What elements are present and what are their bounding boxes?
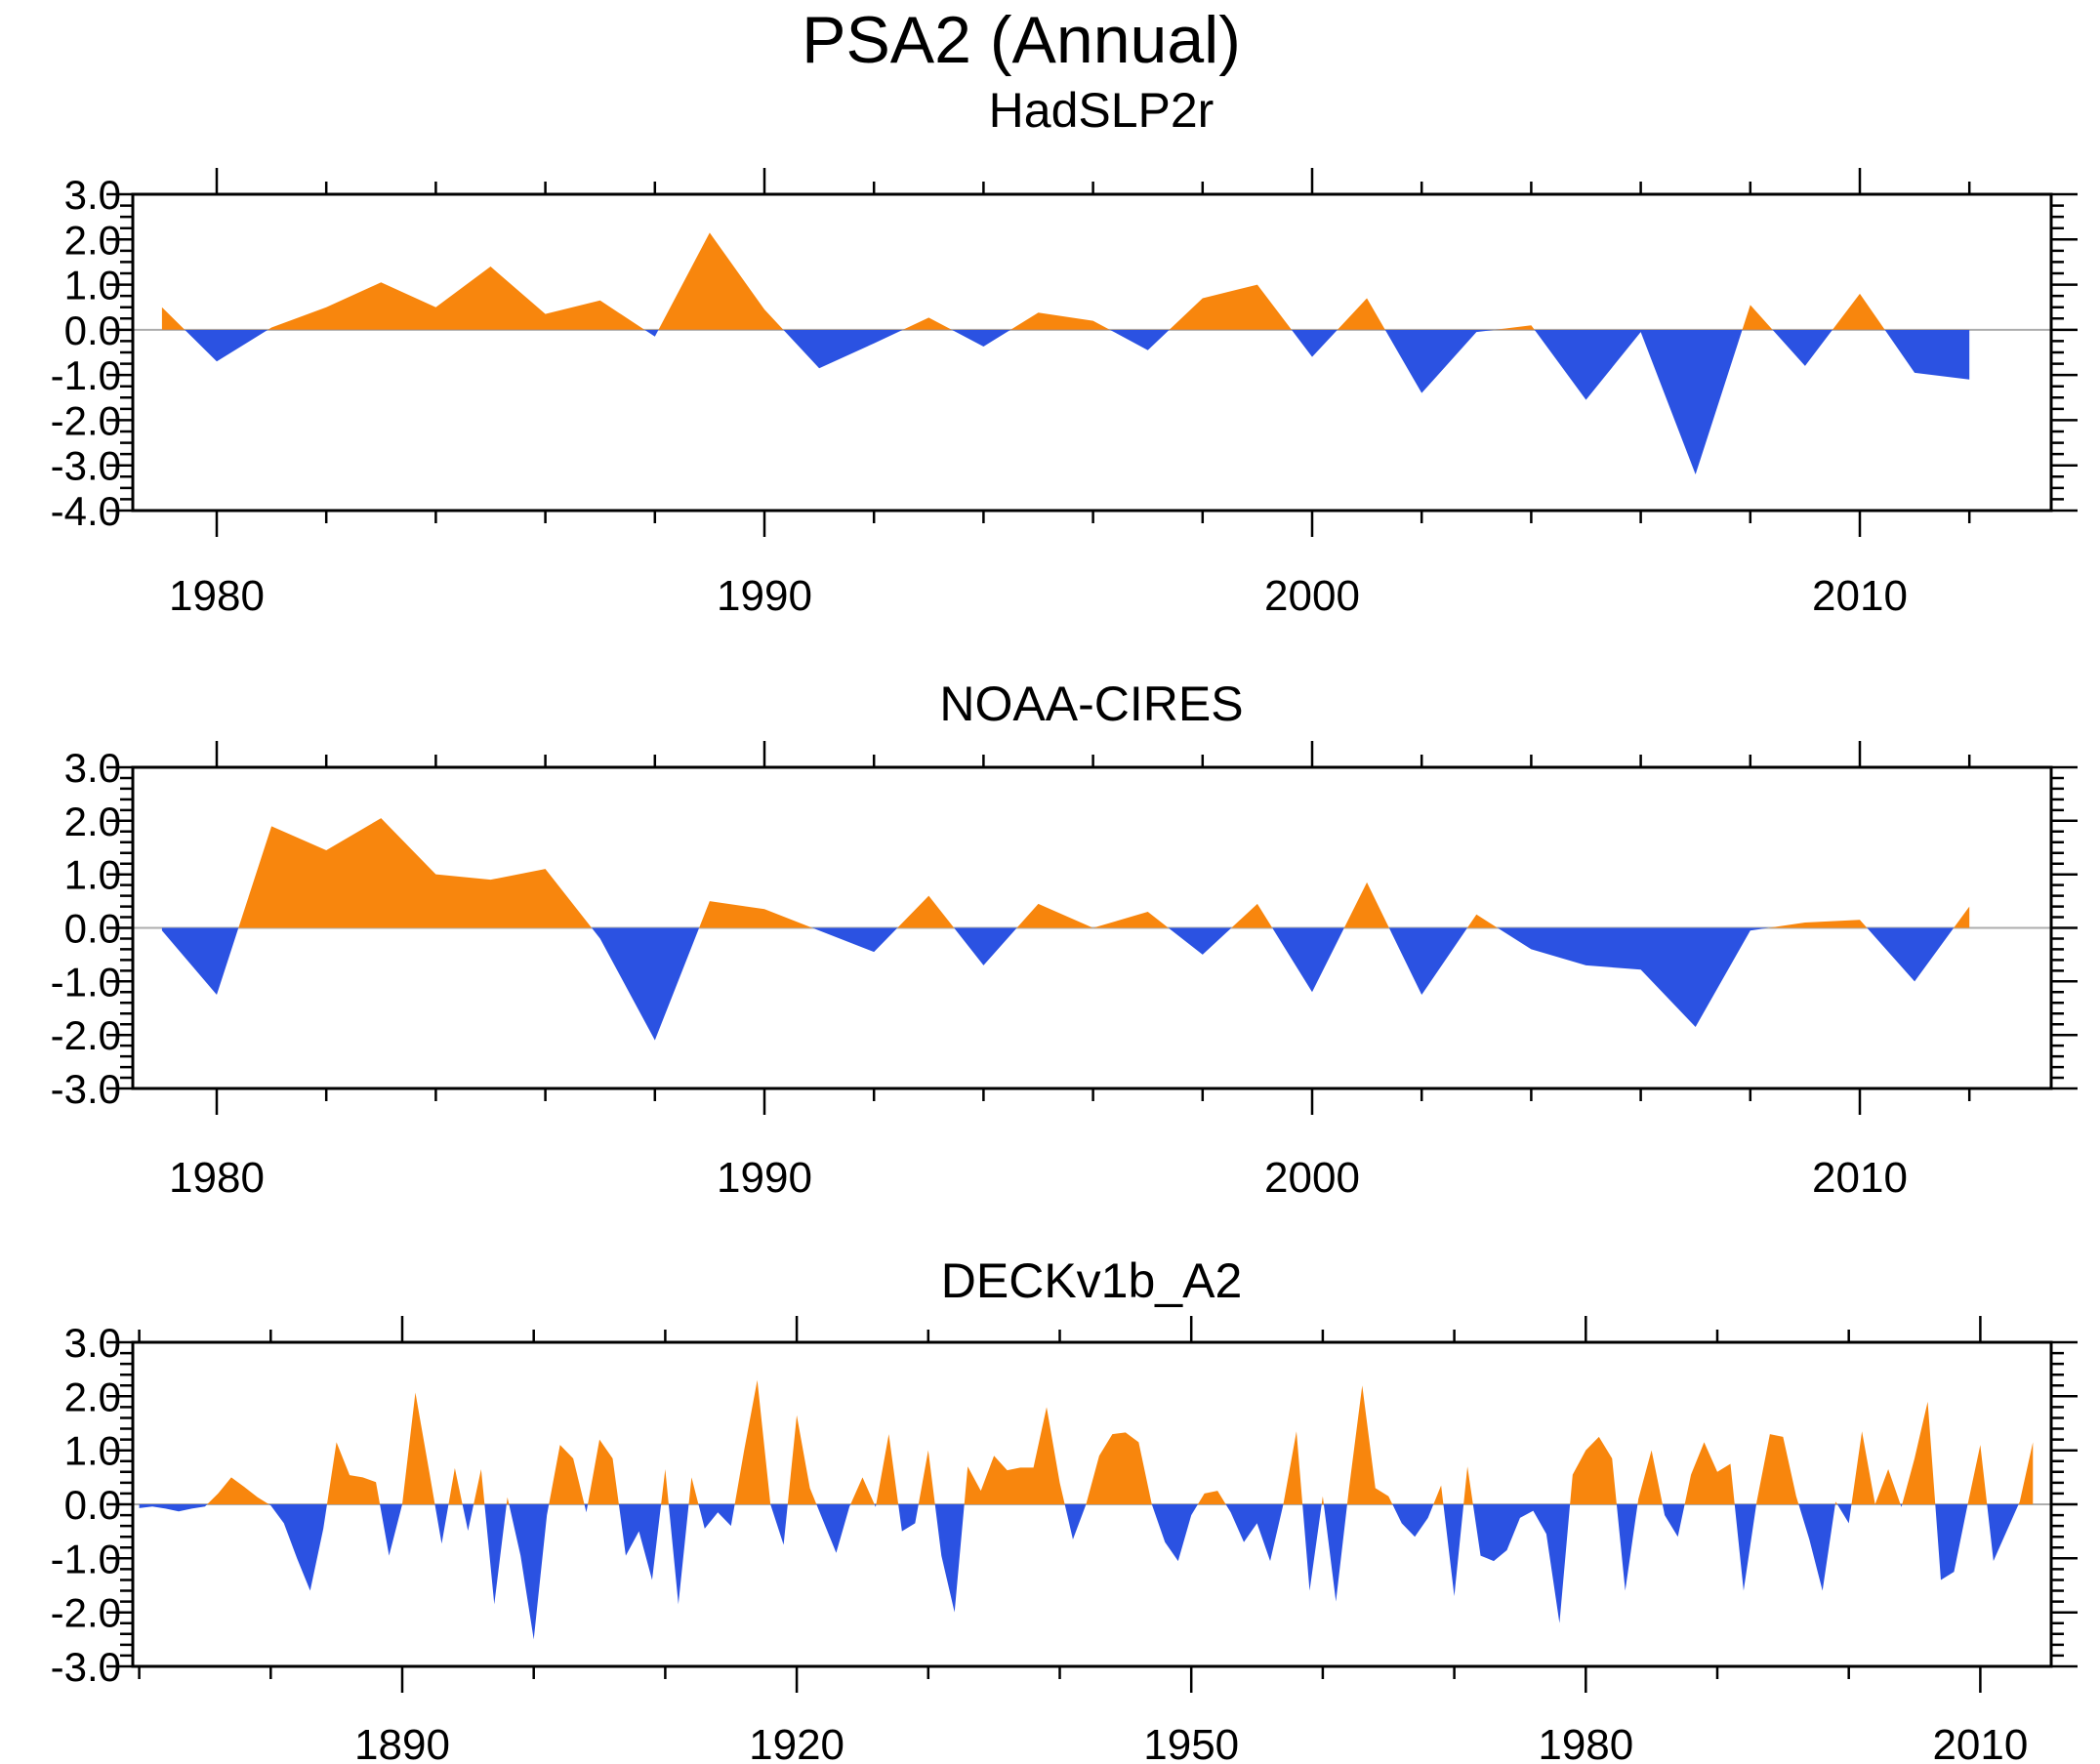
x-tick-label: 2010 — [1812, 572, 1908, 620]
y-tick-label: -4.0 — [51, 488, 121, 534]
x-tick-label: 2010 — [1932, 1721, 2028, 1764]
panel-title-noaa-cires: NOAA-CIRES — [939, 677, 1244, 731]
panel-deckv1b_a2: 3.0 2.0 1.0 0.0 -1.0 -2.0 -3.0 1890 1920 1950 1980… — [51, 1316, 2078, 1764]
y-tick-label: -3.0 — [51, 443, 121, 489]
axis-ticks — [106, 168, 2078, 537]
y-tick-label: -2.0 — [51, 397, 121, 443]
positive-anomaly-area — [161, 232, 1970, 330]
y-tick-label: 2.0 — [64, 1374, 121, 1419]
positive-anomaly-area — [139, 1379, 2034, 1504]
negative-anomaly-area — [139, 1504, 2034, 1640]
x-tick-label: 1980 — [169, 1154, 265, 1202]
x-tick-label: 2010 — [1812, 1154, 1908, 1202]
panel-title-hadslp2r: HadSLP2r — [988, 83, 1215, 138]
y-tick-label: 3.0 — [64, 1320, 121, 1366]
x-tick-label: 1980 — [1538, 1721, 1633, 1764]
x-tick-label: 1990 — [717, 1154, 812, 1202]
x-tick-label: 2000 — [1264, 572, 1360, 620]
y-tick-label: 2.0 — [64, 217, 121, 263]
axis-ticks — [106, 741, 2078, 1115]
y-tick-label: -1.0 — [51, 1536, 121, 1581]
x-tick-label: 2000 — [1264, 1154, 1360, 1202]
x-tick-label: 1950 — [1143, 1721, 1239, 1764]
y-tick-label: 1.0 — [64, 263, 121, 308]
y-tick-label: -3.0 — [51, 1644, 121, 1690]
y-tick-label: 3.0 — [64, 745, 121, 791]
figure-title: PSA2 (Annual) — [802, 3, 1241, 77]
positive-anomaly-area — [161, 818, 1970, 928]
x-tick-label: 1990 — [717, 572, 812, 620]
axis-ticks — [106, 1316, 2078, 1693]
negative-anomaly-area — [161, 927, 1970, 1041]
y-tick-label: 1.0 — [64, 1428, 121, 1474]
x-tick-label: 1890 — [354, 1721, 450, 1764]
y-tick-label: -2.0 — [51, 1012, 121, 1058]
y-tick-label: 0.0 — [64, 1482, 121, 1528]
x-tick-label: 1920 — [749, 1721, 844, 1764]
panel-title-deckv1b-a2: DECKv1b_A2 — [940, 1253, 1243, 1308]
x-tick-label: 1980 — [169, 572, 265, 620]
plot-frame — [131, 192, 2053, 513]
y-tick-label: -1.0 — [51, 959, 121, 1005]
panel-hadslp2r: 3.02.01.00.0-1.0-2.0-3.0-4.0 1980 1990 2000… — [51, 168, 2078, 620]
y-tick-label: 1.0 — [64, 852, 121, 898]
y-tick-label: -1.0 — [51, 352, 121, 398]
negative-anomaly-area — [185, 329, 1970, 474]
y-tick-label: 2.0 — [64, 799, 121, 844]
y-tick-label: 3.0 — [64, 172, 121, 218]
panel-noaa-cires: 3.0 2.0 1.0 0.0 -1.0 -2.0 -3.0 1980 1990 2000 2010 — [51, 741, 2078, 1202]
y-tick-label: -3.0 — [51, 1066, 121, 1112]
y-tick-label: 0.0 — [64, 906, 121, 952]
y-tick-label: -2.0 — [51, 1590, 121, 1636]
y-tick-label: 0.0 — [64, 308, 121, 353]
